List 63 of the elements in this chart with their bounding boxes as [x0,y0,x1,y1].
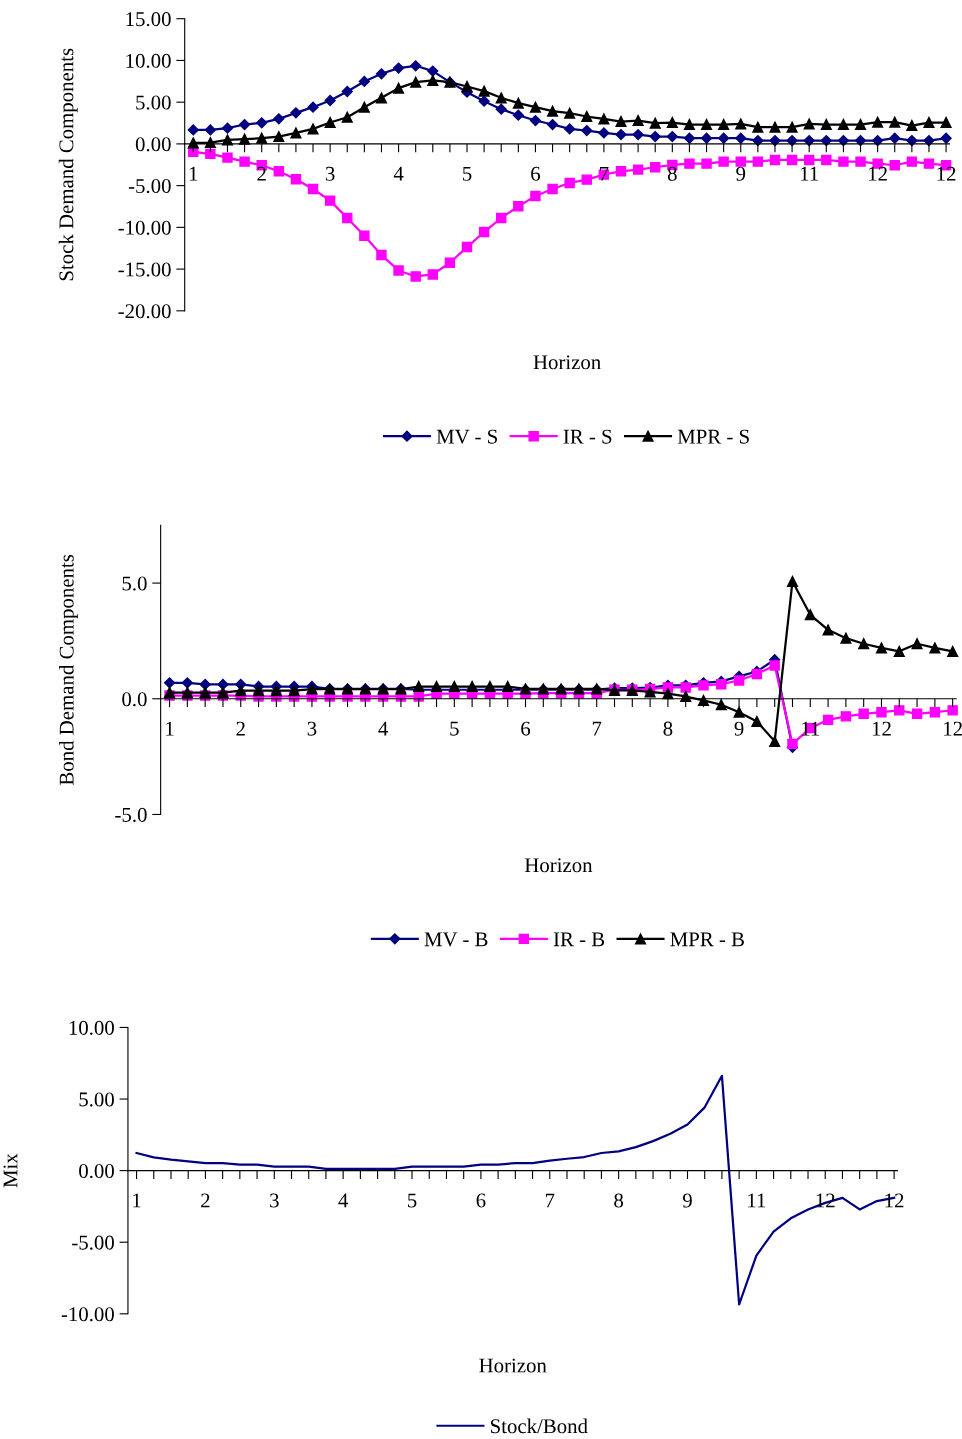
legend-label: MV - S [436,429,497,444]
y-axis-title: Stock Demand Components [58,48,78,281]
x-axis-title: Horizon [479,1358,547,1373]
x-tick-label: 9 [682,1193,692,1208]
x-tick-label: 5 [450,721,459,736]
x-tick-label: 4 [378,721,389,736]
x-axis-title: Horizon [533,355,601,370]
x-tick-label: 8 [667,166,677,181]
y-tick-label: -10.00 [118,220,171,235]
x-tick-label: 7 [600,166,609,181]
y-tick-label: -5.00 [128,179,171,194]
x-tick-label: 8 [663,721,673,736]
x-tick-label: 1 [189,166,198,181]
x-tick-label: 11 [801,166,818,181]
y-tick-label: 15.00 [126,12,171,27]
legend-label: IR - S [563,429,612,444]
legend-label: MPR - B [670,932,744,947]
y-tick-label: -5.00 [72,1235,114,1250]
x-tick-label: 4 [338,1193,349,1208]
y-tick-label: 5.00 [79,1092,114,1107]
x-tick-label: 8 [614,1193,624,1208]
y-tick-label: 10.00 [126,53,171,68]
x-tick-label: 9 [734,721,744,736]
legend-label: IR - B [553,932,605,947]
y-tick-label: -5.0 [115,807,147,822]
x-tick-label: 9 [736,166,746,181]
x-tick-label: 7 [545,1193,555,1208]
x-tick-label: 1 [166,721,174,736]
x-tick-label: 12 [885,1193,904,1208]
x-tick-label: 11 [748,1193,766,1208]
x-tick-label: 5 [408,1193,417,1208]
x-tick-label: 4 [393,166,404,181]
x-tick-label: 3 [307,721,317,736]
y-tick-label: 0.0 [122,692,147,707]
x-tick-label: 6 [531,166,541,181]
x-tick-label: 2 [236,721,245,736]
x-tick-label: 12 [944,721,962,736]
x-tick-label: 12 [869,166,887,181]
y-tick-label: 5.00 [136,95,171,110]
y-axis-title: Mix [3,1153,18,1188]
x-tick-label: 3 [270,1193,279,1208]
y-tick-label: -15.00 [118,262,171,277]
x-tick-label: 1 [133,1193,141,1208]
x-tick-label: 3 [325,166,335,181]
y-tick-label: 5.0 [122,576,147,591]
y-tick-label: -20.00 [118,304,171,319]
legend-label: Stock/Bond [490,1418,588,1434]
legend-label: MV - B [424,932,488,947]
y-axis-title: Bond Demand Components [59,554,78,785]
y-tick-label: -10.00 [61,1307,114,1322]
x-tick-label: 5 [463,166,472,181]
x-tick-label: 7 [592,721,602,736]
y-tick-label: 0.00 [135,137,171,152]
x-tick-label: 2 [201,1193,210,1208]
y-tick-label: 10.00 [69,1020,114,1035]
x-tick-label: 6 [521,721,531,736]
x-axis-title: Horizon [524,858,593,873]
x-tick-label: 12 [872,721,891,736]
x-tick-label: 12 [937,166,956,181]
x-tick-label: 2 [257,166,266,181]
legend-label: MPR - S [677,429,749,444]
y-tick-label: 0.00 [79,1164,114,1179]
x-tick-label: 6 [476,1193,486,1208]
